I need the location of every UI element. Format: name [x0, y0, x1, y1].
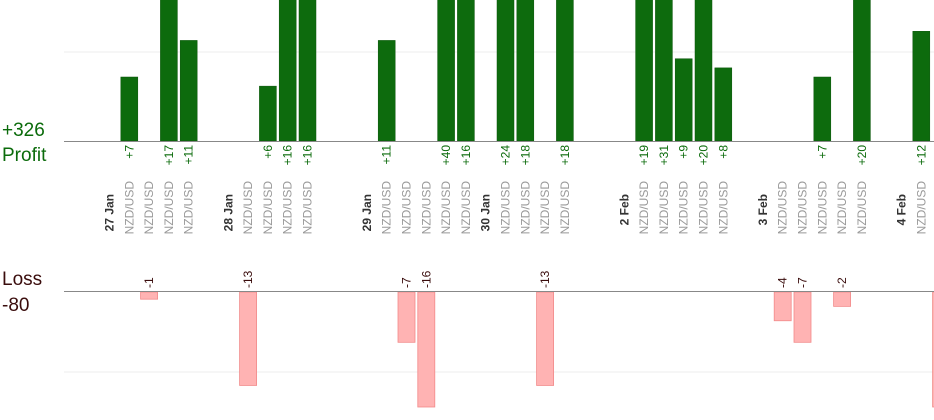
profit-bar: [655, 0, 673, 142]
profit-bar: [853, 0, 871, 142]
loss-value-label: -13: [538, 270, 552, 288]
pair-label: NZD/USD: [677, 181, 691, 235]
pair-label: NZD/USD: [459, 181, 473, 235]
pair-label: NZD/USD: [637, 181, 651, 235]
loss-bar: [793, 291, 812, 343]
profit-value-label: +7: [815, 145, 829, 159]
pair-label: NZD/USD: [400, 181, 414, 235]
pair-label: NZD/USD: [815, 181, 829, 235]
profit-bar: [496, 0, 515, 142]
pair-label: NZD/USD: [281, 181, 295, 235]
pair-label: NZD/USD: [301, 181, 315, 235]
date-label: 28 Jan: [221, 194, 235, 231]
profit-bar: [259, 85, 277, 142]
loss-value-label: -4: [776, 277, 790, 288]
loss-value-label: -7: [400, 277, 414, 288]
pair-label: NZD/USD: [162, 181, 176, 235]
loss-bar: [932, 291, 934, 408]
pair-label: NZD/USD: [855, 181, 869, 235]
profit-bar: [160, 0, 178, 142]
pair-label: NZD/USD: [835, 181, 849, 235]
profit-bar: [437, 0, 455, 142]
profit-bar: [556, 0, 574, 142]
profit-value-label: +12: [914, 145, 928, 166]
profit-bar: [120, 76, 139, 142]
pair-label: NZD/USD: [499, 181, 513, 235]
pair-label: NZD/USD: [657, 181, 671, 235]
pair-label: NZD/USD: [182, 181, 196, 235]
profit-bar: [516, 0, 535, 142]
pair-label: NZD/USD: [716, 181, 730, 235]
profit-value-label: +11: [182, 145, 196, 165]
profit-value-label: +11: [380, 145, 394, 165]
loss-value-label: -13: [241, 270, 255, 288]
loss-bar: [397, 291, 416, 343]
pair-label: NZD/USD: [142, 181, 156, 235]
loss-bar: [417, 291, 436, 408]
date-label: 4 Feb: [895, 194, 909, 225]
loss-bar: [536, 291, 554, 386]
date-label: 3 Feb: [756, 194, 770, 225]
profit-bar: [674, 58, 693, 142]
pair-label: NZD/USD: [914, 181, 928, 235]
pair-label: NZD/USD: [261, 181, 275, 235]
pair-label: NZD/USD: [241, 181, 255, 235]
profit-bar: [457, 0, 475, 142]
pair-label: NZD/USD: [776, 181, 790, 235]
date-label: 30 Jan: [479, 194, 493, 231]
loss-value-label: -1: [142, 277, 156, 288]
pair-label: NZD/USD: [122, 181, 136, 235]
loss-bar: [140, 291, 159, 300]
profit-value-label: +20: [697, 145, 711, 166]
profit-value-label: +24: [499, 145, 513, 166]
profit-value-label: +6: [261, 145, 275, 159]
loss-bar: [239, 291, 258, 386]
profit-bar: [813, 76, 832, 142]
profit-bar: [298, 0, 317, 142]
profit-bar: [694, 0, 713, 142]
loss-value-label: -16: [419, 270, 433, 288]
profit-value-label: +7: [122, 145, 136, 159]
profit-value-label: +16: [301, 145, 315, 166]
pair-label: NZD/USD: [380, 181, 394, 235]
profit-value-label: +19: [637, 145, 651, 166]
pair-label: NZD/USD: [439, 181, 453, 235]
pair-label: NZD/USD: [538, 181, 552, 235]
profit-bar: [635, 0, 653, 142]
profit-value-label: +18: [558, 145, 572, 166]
profit-value-label: +18: [518, 145, 532, 166]
profit-bar: [278, 0, 297, 142]
profit-value-label: +40: [439, 145, 453, 166]
profit-total: +326: [2, 120, 45, 141]
loss-bar: [773, 291, 792, 322]
loss-bar: [833, 291, 851, 307]
profit-value-label: +16: [281, 145, 295, 166]
pair-label: NZD/USD: [796, 181, 810, 235]
profit-value-label: +20: [855, 145, 869, 166]
pair-label: NZD/USD: [697, 181, 711, 235]
profit-label: Profit: [2, 145, 47, 166]
profit-bar: [714, 67, 733, 142]
date-label: 27 Jan: [103, 194, 117, 231]
pair-label: NZD/USD: [518, 181, 532, 235]
pair-label: NZD/USD: [558, 181, 572, 235]
loss-value-label: -2: [835, 277, 849, 288]
profit-bar: [179, 40, 198, 142]
loss-value-label: -7: [796, 277, 810, 288]
profit-value-label: +31: [657, 145, 671, 166]
loss-label: Loss: [2, 269, 43, 290]
profit-bar: [912, 31, 931, 142]
date-label: 29 Jan: [360, 194, 374, 231]
profit-value-label: +8: [716, 145, 730, 159]
loss-total: -80: [2, 295, 30, 316]
profit-bar: [377, 40, 396, 142]
profit-value-label: +16: [459, 145, 473, 166]
profit-value-label: +17: [162, 145, 176, 166]
pair-label: NZD/USD: [419, 181, 433, 235]
date-label: 2 Feb: [617, 194, 631, 225]
profit-value-label: +9: [677, 145, 691, 159]
